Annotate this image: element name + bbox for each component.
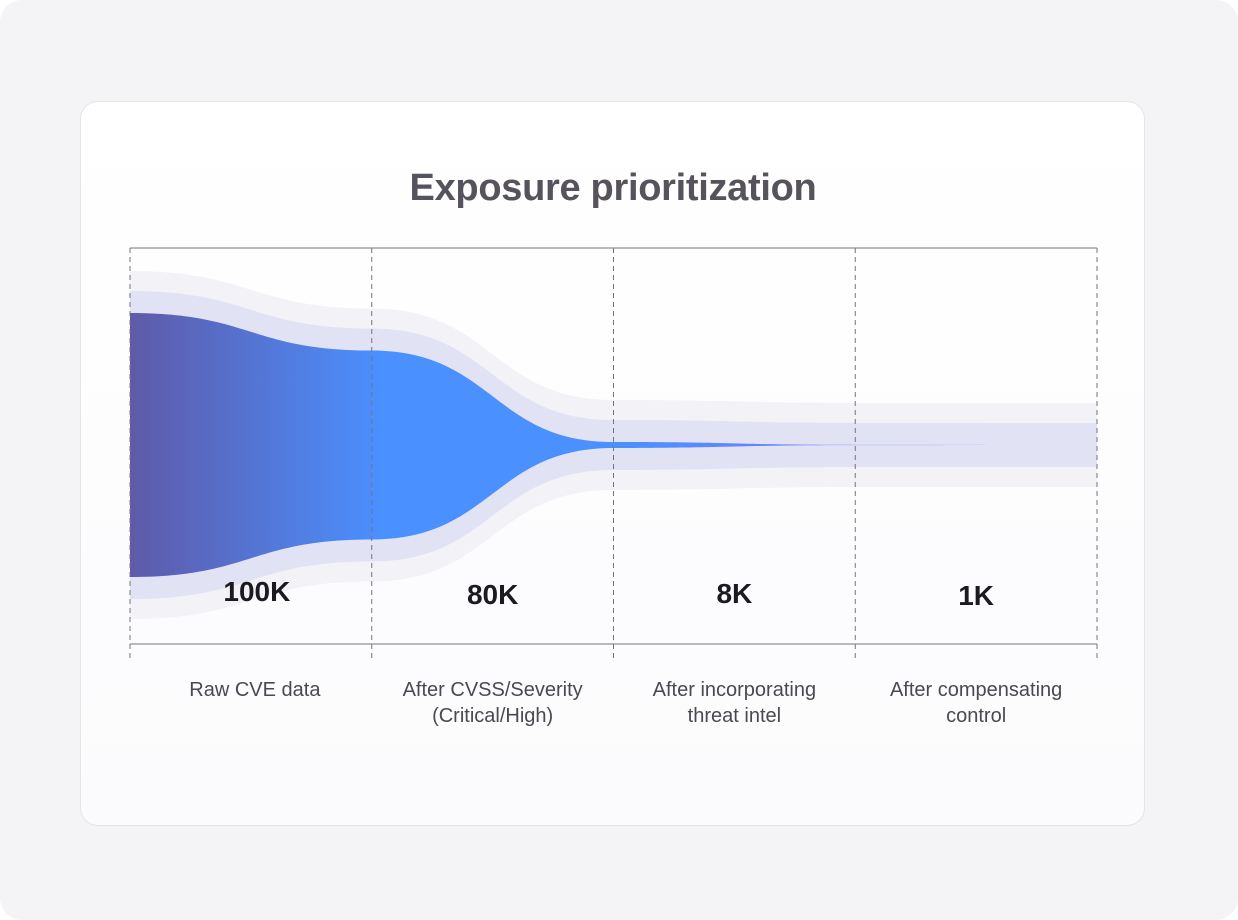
value-label-2: 8K (716, 578, 752, 609)
stage-label-line: (Critical/High) (432, 705, 554, 727)
stage-label-line: After incorporating (652, 679, 817, 701)
stage-label-line: After CVSS/Severity (402, 679, 583, 701)
stage-label-line: Raw CVE data (189, 679, 321, 701)
stage-label-3: After compensating control (856, 677, 1096, 729)
stage-label-line: control (946, 705, 1007, 727)
stage-label-0: Raw CVE data (135, 677, 375, 703)
stage-label-line: threat intel (687, 705, 782, 727)
stage-label-1: After CVSS/Severity (Critical/High) (373, 677, 613, 729)
value-label-3: 1K (958, 580, 994, 611)
stage-label-2: After incorporating threat intel (614, 677, 854, 729)
value-label-0: 100K (223, 576, 290, 607)
value-label-1: 80K (467, 579, 518, 610)
chart-title: Exposure prioritization (409, 167, 817, 209)
stage-label-line: After compensating (889, 679, 1063, 701)
